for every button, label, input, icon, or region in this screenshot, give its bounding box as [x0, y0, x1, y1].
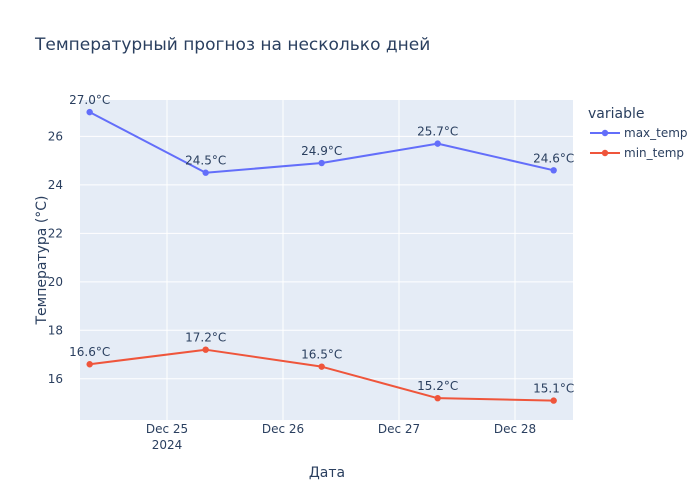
y-tick-label: 18 [48, 323, 63, 337]
x-tick-label: Dec 27 [378, 422, 420, 436]
data-label-min_temp: 15.2°C [417, 379, 458, 393]
y-axis-title: Температура (°C) [34, 195, 50, 325]
data-label-min_temp: 17.2°C [185, 331, 226, 345]
data-point-max_temp[interactable] [202, 169, 209, 176]
data-label-max_temp: 24.5°C [185, 154, 226, 168]
plot-area [80, 100, 573, 420]
x-tick-sublabel: 2024 [152, 438, 183, 452]
data-point-max_temp[interactable] [434, 140, 441, 147]
y-tick-label: 20 [48, 275, 63, 289]
axis-ticks: 16 18 20 22 24 26 Dec 25 2024 Dec 26 Dec 27 Dec 28 [48, 129, 536, 452]
data-label-max_temp: 25.7°C [417, 125, 458, 139]
data-labels: 27.0°C 24.5°C 24.9°C 25.7°C 24.6°C 16.6°C 17.2… [69, 93, 574, 395]
legend-swatch-marker [601, 149, 609, 157]
x-tick-label: Dec 25 [146, 422, 188, 436]
legend[interactable]: variable max_temp min_temp [588, 106, 688, 160]
y-tick-label: 24 [48, 178, 63, 192]
legend-swatch-marker [601, 129, 609, 137]
x-tick-label: Dec 26 [262, 422, 304, 436]
legend-label: min_temp [624, 146, 684, 160]
chart-title: Температурный прогноз на несколько дней [34, 35, 430, 55]
data-label-max_temp: 24.9°C [301, 144, 342, 158]
x-tick-label: Dec 28 [494, 422, 536, 436]
data-label-min_temp: 16.5°C [301, 348, 342, 362]
legend-title: variable [588, 106, 644, 122]
data-point-min_temp[interactable] [202, 346, 209, 353]
data-point-min_temp[interactable] [318, 363, 325, 370]
data-label-min_temp: 16.6°C [69, 345, 110, 359]
data-label-max_temp: 27.0°C [69, 93, 110, 107]
series-layer [86, 108, 557, 404]
grid-lines [80, 100, 573, 420]
data-label-min_temp: 15.1°C [533, 382, 574, 396]
data-point-min_temp[interactable] [86, 361, 93, 368]
data-point-min_temp[interactable] [434, 394, 441, 402]
data-label-max_temp: 24.6°C [533, 151, 574, 165]
data-point-min_temp[interactable] [550, 397, 557, 404]
legend-item-max_temp[interactable]: max_temp [590, 126, 688, 140]
legend-items[interactable]: max_temp min_temp [590, 126, 688, 160]
y-tick-label: 22 [48, 226, 63, 240]
y-tick-label: 16 [48, 372, 63, 386]
legend-label: max_temp [624, 126, 688, 140]
data-point-max_temp[interactable] [318, 159, 325, 167]
data-point-max_temp[interactable] [550, 167, 557, 174]
data-point-max_temp[interactable] [86, 108, 93, 116]
y-tick-label: 26 [48, 129, 63, 143]
legend-item-min_temp[interactable]: min_temp [590, 146, 684, 160]
x-axis-title: Дата [309, 465, 345, 481]
